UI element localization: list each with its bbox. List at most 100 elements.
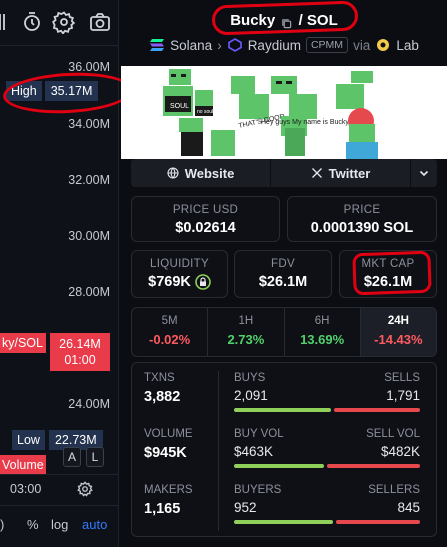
buy-vol-bar xyxy=(234,464,324,468)
alert-clock-icon[interactable] xyxy=(20,10,44,34)
buy-vol-label: BUY VOL xyxy=(234,428,284,440)
sell-vol-value: $482K xyxy=(380,444,420,459)
buys-label: BUYS xyxy=(234,372,266,384)
bottom-bar-divider xyxy=(0,505,118,506)
liquidity-box: LIQUIDITY $769K xyxy=(131,250,228,298)
high-price-marker: High 35.17M xyxy=(6,80,118,102)
chevron-right-icon: › xyxy=(217,37,222,53)
tab-5m-label: 5M xyxy=(161,315,178,327)
auto-toggle-button[interactable]: auto xyxy=(82,517,108,532)
token-info-panel: Bucky / SOL Solana › Raydium CPMM via La… xyxy=(121,0,447,547)
pair-series-tag: ky/SOL xyxy=(0,333,46,353)
log-scale-button[interactable]: L xyxy=(86,447,104,467)
tab-1h[interactable]: 1H 2.73% xyxy=(208,308,285,356)
chain-name[interactable]: Solana xyxy=(170,37,213,53)
raydium-icon xyxy=(227,38,243,52)
market-cap-box: MKT CAP $26.1M xyxy=(339,250,437,298)
annotation-circle-mktcap xyxy=(352,250,432,296)
y-axis-label: 28.00M xyxy=(68,285,110,299)
pool-breadcrumb: Solana › Raydium CPMM via Lab xyxy=(121,37,447,53)
timeframe-tabs: 5M -0.02% 1H 2.73% 6H 13.69% 24H -14.43% xyxy=(131,307,437,357)
high-value: 35.17M xyxy=(44,81,99,101)
market-cap-label: MKT CAP xyxy=(361,258,415,270)
chart-panel[interactable]: 36.00M 34.00M 32.00M 30.00M 28.00M 24.00… xyxy=(0,0,119,547)
metrics-divider xyxy=(218,371,219,531)
banner-text-soul: SOUL xyxy=(170,103,189,110)
launchpad-name[interactable]: Lab xyxy=(396,37,419,53)
last-price-marker: 26.14M 01:00 xyxy=(50,333,110,371)
tab-1h-change: 2.73% xyxy=(227,332,265,347)
time-axis-divider xyxy=(0,474,118,475)
price-usd-label: PRICE USD xyxy=(172,204,239,216)
globe-icon xyxy=(167,167,179,179)
sell-vol-label: SELL VOL xyxy=(366,428,420,440)
twitter-label: Twitter xyxy=(328,165,371,181)
price-usd-box: PRICE USD $0.02614 xyxy=(131,196,280,242)
chevron-down-icon xyxy=(419,170,429,177)
sellers-bar xyxy=(336,520,420,524)
buys-value: 2,091 xyxy=(234,388,268,403)
lab-icon xyxy=(375,38,391,52)
indicators-icon[interactable] xyxy=(0,10,18,34)
banner-text-hey: Hey guys My name is Bucky xyxy=(261,119,349,126)
settings-gear-icon[interactable] xyxy=(52,10,76,35)
y-axis-label: 34.00M xyxy=(68,117,110,131)
tab-6h-change: 13.69% xyxy=(300,332,345,347)
volume-series-tag: Volume xyxy=(0,455,46,475)
annotation-circle-title xyxy=(211,0,359,36)
market-cap-value: $26.1M xyxy=(363,274,413,290)
quote-symbol: / SOL xyxy=(298,12,338,29)
copy-icon[interactable] xyxy=(281,16,292,28)
time-axis-label: 03:00 xyxy=(10,482,42,496)
tab-24h-label: 24H xyxy=(387,315,409,327)
pool-type-badge: CPMM xyxy=(305,37,349,53)
buys-bar xyxy=(234,408,331,412)
price-usd-value: $0.02614 xyxy=(175,220,236,236)
sellers-label: SELLERS xyxy=(368,484,420,496)
x-logo-icon xyxy=(311,168,322,178)
time-axis-settings-icon[interactable] xyxy=(76,480,94,498)
sellers-value: 845 xyxy=(397,500,420,515)
sells-bar xyxy=(334,408,420,412)
trading-metrics: TXNS 3,882 BUYS 2,091 SELLS 1,791 VOLUME… xyxy=(131,362,437,537)
volume-value: $945K xyxy=(144,445,187,461)
percent-scale-button[interactable]: % xyxy=(27,517,39,532)
twitter-button[interactable]: Twitter xyxy=(271,159,411,187)
website-label: Website xyxy=(184,165,235,181)
token-banner-image: SOUL no soul THAT'S GOOD Hey guys My nam… xyxy=(121,66,447,159)
makers-label: MAKERS xyxy=(144,484,193,496)
txns-value: 3,882 xyxy=(144,389,181,405)
sell-vol-bar xyxy=(327,464,420,468)
banner-text-nosoul: no soul xyxy=(197,109,213,115)
y-axis-label: 24.00M xyxy=(68,397,110,411)
more-links-button[interactable] xyxy=(411,159,437,187)
liquidity-value: $769K xyxy=(148,274,191,290)
dex-name[interactable]: Raydium xyxy=(247,37,301,53)
txns-label: TXNS xyxy=(144,372,175,384)
social-links: Website Twitter xyxy=(131,159,437,187)
low-price-marker: Low 22.73M xyxy=(12,430,103,450)
pair-title: Bucky / SOL xyxy=(121,12,447,29)
last-price-value: 26.14M xyxy=(59,337,101,351)
tab-5m-change: -0.02% xyxy=(149,332,191,347)
candle-countdown: 01:00 xyxy=(64,353,96,367)
price-sol-box: PRICE 0.0001390 SOL xyxy=(287,196,437,242)
buyers-value: 952 xyxy=(234,500,257,515)
y-axis-label: 30.00M xyxy=(68,229,110,243)
buyers-bar xyxy=(234,520,333,524)
sells-label: SELLS xyxy=(384,372,420,384)
token-symbol: Bucky xyxy=(230,12,276,29)
buy-vol-value: $463K xyxy=(234,444,274,459)
solana-icon xyxy=(149,38,165,52)
low-value: 22.73M xyxy=(48,430,103,450)
tab-5m[interactable]: 5M -0.02% xyxy=(132,308,209,356)
tab-6h[interactable]: 6H 13.69% xyxy=(285,308,361,356)
website-button[interactable]: Website xyxy=(131,159,271,187)
auto-scale-button[interactable]: A xyxy=(63,447,81,467)
tab-24h[interactable]: 24H -14.43% xyxy=(360,308,436,356)
tab-1h-label: 1H xyxy=(238,315,254,327)
log-toggle-button[interactable]: log xyxy=(51,517,69,532)
range-bracket: ) xyxy=(0,517,5,532)
chart-toolbar xyxy=(0,10,118,38)
camera-snapshot-icon[interactable] xyxy=(88,10,112,34)
